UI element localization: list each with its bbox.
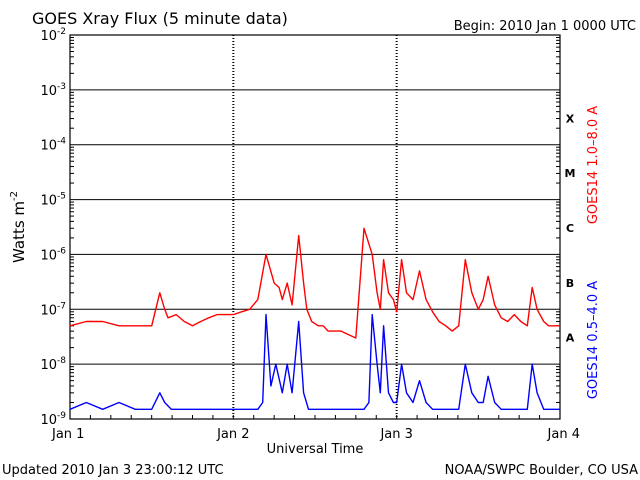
updated-timestamp: Updated 2010 Jan 3 23:00:12 UTC [2,463,224,478]
flare-class-label: C [566,222,574,235]
flare-class-label: X [566,112,575,125]
plot-frame [69,34,561,420]
y-tick-label: 10-3 [40,82,66,99]
y-axis-label-main: Watts m [10,201,28,263]
x-tick-label: Jan 3 [379,427,412,442]
y-tick-label: 10-5 [40,192,66,209]
y-tick-label: 10-6 [40,246,66,263]
y-axis-label: Watts m-2 [9,191,28,263]
y-tick-label: 10-7 [40,301,66,318]
series-lines [69,227,560,410]
x-tick-label: Jan 2 [216,427,249,442]
grid-lines [70,35,560,419]
y-axis-label-sup: -2 [9,191,20,201]
x-tick-label: Jan 4 [547,427,580,442]
y-tick-label: 10-8 [40,356,66,373]
credit-text: NOAA/SWPC Boulder, CO USA [445,463,638,478]
x-axis-ticks: Jan 1 Jan 2 Jan 3 Jan 4 [51,415,580,442]
flare-class-label: M [565,167,576,180]
y-tick-label: 10-2 [40,27,66,44]
x-axis-label: Universal Time [267,442,364,457]
y-axis-ticks: 10-9 10-8 10-7 10-6 10-5 10-4 10-3 10-2 [40,27,560,428]
chart-title: GOES Xray Flux (5 minute data) [32,9,288,28]
x-tick-label: Jan 1 [51,427,84,442]
flare-class-label: A [566,332,575,345]
y-tick-label: 10-9 [40,411,66,428]
svg-text:Watts m-2: Watts m-2 [9,191,28,263]
legend-series-long: GOES14 1.0–8.0 A [586,106,601,224]
series-line-short [69,313,560,410]
series-line-long [69,227,560,339]
flare-class-label: B [566,277,574,290]
begin-label: Begin: 2010 Jan 1 0000 UTC [454,19,636,34]
legend-series-short: GOES14 0.5–4.0 A [586,281,601,399]
y-tick-label: 10-4 [40,137,66,154]
flare-class-labels: A B C M X [565,112,576,344]
